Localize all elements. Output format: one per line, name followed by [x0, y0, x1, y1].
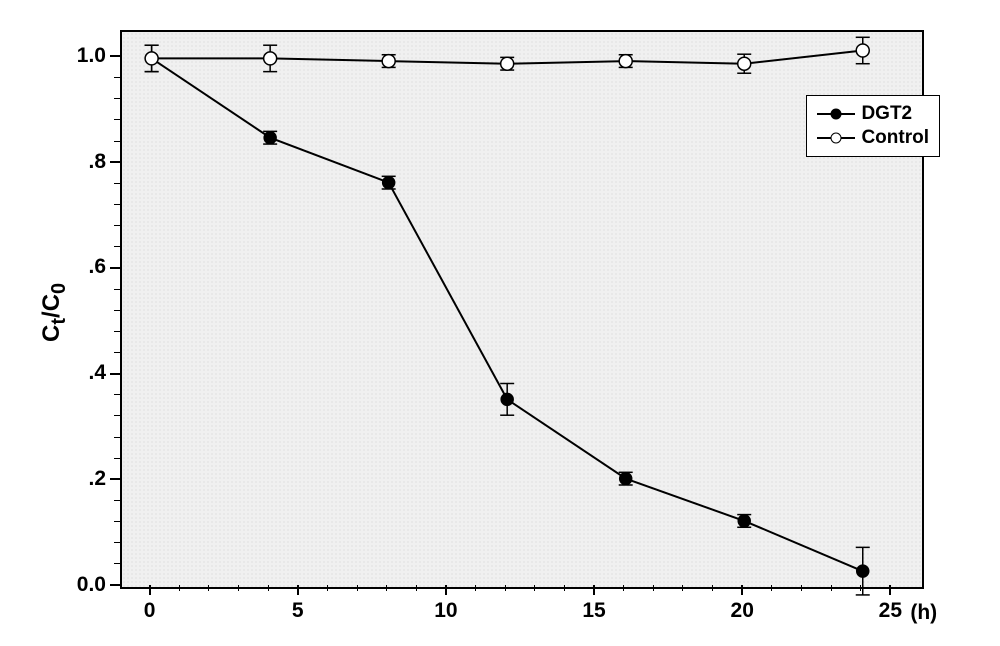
y-tick-label: 0.0: [77, 573, 106, 597]
x-major-tick: [889, 585, 891, 595]
y-minor-tick: [114, 394, 120, 395]
y-tick-label: 1.0: [77, 44, 106, 68]
y-minor-tick: [114, 310, 120, 311]
x-minor-tick: [534, 585, 535, 591]
chart-container: Ct/C0 (h) DGT2 Control 0.0 .2 .4 .6 .8 1.0 0 5 1…: [0, 0, 1000, 646]
marker-dgt2: [383, 177, 395, 189]
x-minor-tick: [327, 585, 328, 591]
y-minor-tick: [114, 415, 120, 416]
legend-item-dgt2: DGT2: [817, 102, 929, 126]
legend-item-control: Control: [817, 126, 929, 150]
x-minor-tick: [268, 585, 269, 591]
marker-dgt2: [501, 393, 513, 405]
x-major-tick: [149, 585, 151, 595]
y-major-tick: [110, 55, 120, 57]
marker-control: [619, 55, 632, 68]
y-minor-tick: [114, 119, 120, 120]
marker-dgt2: [738, 515, 750, 527]
y-minor-tick: [114, 500, 120, 501]
y-tick-label: .4: [88, 361, 106, 385]
x-axis-label: (h): [910, 601, 937, 625]
y-minor-tick: [114, 183, 120, 184]
marker-control: [501, 57, 514, 70]
x-tick-label: 25: [879, 599, 902, 623]
y-minor-tick: [114, 542, 120, 543]
y-minor-tick: [114, 204, 120, 205]
x-minor-tick: [712, 585, 713, 591]
marker-control: [738, 57, 751, 70]
x-minor-tick: [179, 585, 180, 591]
x-minor-tick: [386, 585, 387, 591]
x-tick-label: 10: [434, 599, 457, 623]
x-major-tick: [445, 585, 447, 595]
x-minor-tick: [416, 585, 417, 591]
marker-control: [145, 52, 158, 65]
legend-marker-filled-icon: [831, 109, 842, 120]
y-major-tick: [110, 584, 120, 586]
marker-dgt2: [264, 132, 276, 144]
x-tick-label: 15: [582, 599, 605, 623]
x-minor-tick: [801, 585, 802, 591]
y-minor-tick: [114, 77, 120, 78]
y-minor-tick: [114, 437, 120, 438]
x-minor-tick: [831, 585, 832, 591]
y-minor-tick: [114, 225, 120, 226]
x-minor-tick: [564, 585, 565, 591]
y-major-tick: [110, 478, 120, 480]
marker-control: [264, 52, 277, 65]
x-major-tick: [593, 585, 595, 595]
x-tick-label: 20: [731, 599, 754, 623]
y-minor-tick: [114, 352, 120, 353]
y-major-tick: [110, 267, 120, 269]
y-major-tick: [110, 161, 120, 163]
y-minor-tick: [114, 98, 120, 99]
x-minor-tick: [653, 585, 654, 591]
y-minor-tick: [114, 563, 120, 564]
y-minor-tick: [114, 458, 120, 459]
x-minor-tick: [357, 585, 358, 591]
y-minor-tick: [114, 289, 120, 290]
x-minor-tick: [238, 585, 239, 591]
x-minor-tick: [505, 585, 506, 591]
plot-area: [120, 30, 924, 589]
x-minor-tick: [623, 585, 624, 591]
y-minor-tick: [114, 246, 120, 247]
marker-dgt2: [857, 565, 869, 577]
legend-line-control: [817, 137, 855, 139]
legend-marker-open-icon: [831, 133, 842, 144]
y-tick-label: .8: [88, 150, 106, 174]
y-minor-tick: [114, 331, 120, 332]
y-minor-tick: [114, 141, 120, 142]
x-minor-tick: [682, 585, 683, 591]
series-line-dgt2: [152, 58, 863, 571]
y-minor-tick: [114, 521, 120, 522]
legend-label-dgt2: DGT2: [861, 103, 912, 125]
x-minor-tick: [475, 585, 476, 591]
plot-svg: [122, 32, 922, 587]
y-axis-label: Ct/C0: [38, 282, 71, 341]
legend: DGT2 Control: [806, 95, 940, 157]
legend-label-control: Control: [861, 127, 929, 149]
x-minor-tick: [208, 585, 209, 591]
x-major-tick: [297, 585, 299, 595]
y-tick-label: .2: [88, 467, 106, 491]
y-major-tick: [110, 373, 120, 375]
marker-control: [856, 44, 869, 57]
marker-dgt2: [620, 473, 632, 485]
legend-line-dgt2: [817, 113, 855, 115]
x-minor-tick: [860, 585, 861, 591]
x-major-tick: [741, 585, 743, 595]
x-tick-label: 0: [144, 599, 156, 623]
marker-control: [382, 55, 395, 68]
y-tick-label: .6: [88, 255, 106, 279]
x-tick-label: 5: [292, 599, 304, 623]
x-minor-tick: [771, 585, 772, 591]
